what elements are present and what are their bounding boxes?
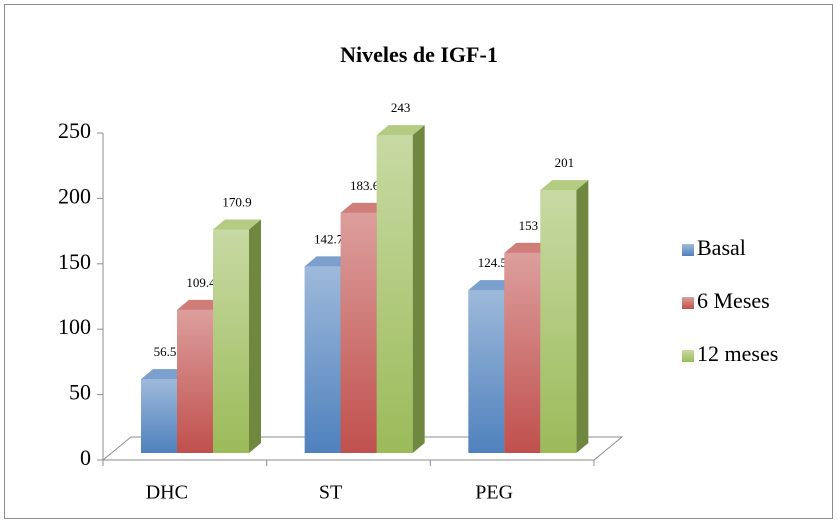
bar-side <box>249 219 261 453</box>
bar-top <box>540 180 589 191</box>
bar-shade <box>540 190 577 454</box>
y-tick-label: 200 <box>58 183 91 208</box>
bar-top-shade <box>213 219 261 230</box>
value-label: 153 <box>519 218 539 233</box>
bar-top <box>376 125 425 136</box>
bar-top-shade <box>540 180 589 191</box>
x-tick-label: ST <box>319 482 342 504</box>
bar-shade <box>468 290 505 453</box>
legend-swatch-shade <box>682 244 694 256</box>
y-tick-label: 50 <box>69 380 91 405</box>
legend-swatch-shade <box>682 350 694 362</box>
y-tick-label: 100 <box>58 314 91 339</box>
chart-title: Niveles de IGF-1 <box>340 42 498 67</box>
y-tick-label: 250 <box>58 118 91 143</box>
bar-shade <box>304 266 341 453</box>
legend-label: 6 Meses <box>697 288 770 313</box>
bar-side <box>576 180 589 454</box>
bar-shade <box>376 135 413 453</box>
y-tick-label: 0 <box>80 445 91 470</box>
bar-top-shade <box>468 280 517 291</box>
bar-top <box>213 219 261 230</box>
bar-shade <box>504 252 541 453</box>
bar-top <box>468 280 517 291</box>
value-label: 170.9 <box>222 194 251 209</box>
legend-label: Basal <box>697 235 746 260</box>
y-tick-label: 150 <box>58 249 91 274</box>
bar-shade <box>141 379 177 453</box>
value-label: 201 <box>555 155 575 170</box>
value-label: 142.7 <box>314 231 344 246</box>
bar-side-shade <box>249 219 261 453</box>
bar-shade <box>340 212 377 453</box>
legend-label: 12 meses <box>697 341 778 366</box>
value-label: 243 <box>391 100 411 115</box>
value-label: 109.4 <box>186 275 216 290</box>
value-label: 56.5 <box>154 344 177 359</box>
x-tick-label: DHC <box>146 482 188 504</box>
bar-side-shade <box>576 180 589 454</box>
bar-side <box>412 125 425 453</box>
x-tick-label: PEG <box>475 482 513 504</box>
bar-shade <box>213 229 249 453</box>
bar-shade <box>177 309 213 453</box>
value-label: 183.6 <box>350 178 380 193</box>
value-label: 124.5 <box>478 255 507 270</box>
bar-top-shade <box>376 125 425 136</box>
legend-swatch-shade <box>682 297 694 309</box>
bar-side-shade <box>412 125 425 453</box>
